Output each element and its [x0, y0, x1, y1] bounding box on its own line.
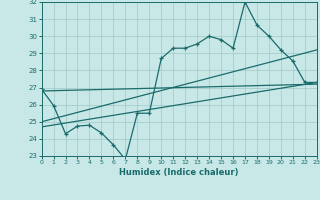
X-axis label: Humidex (Indice chaleur): Humidex (Indice chaleur): [119, 168, 239, 177]
